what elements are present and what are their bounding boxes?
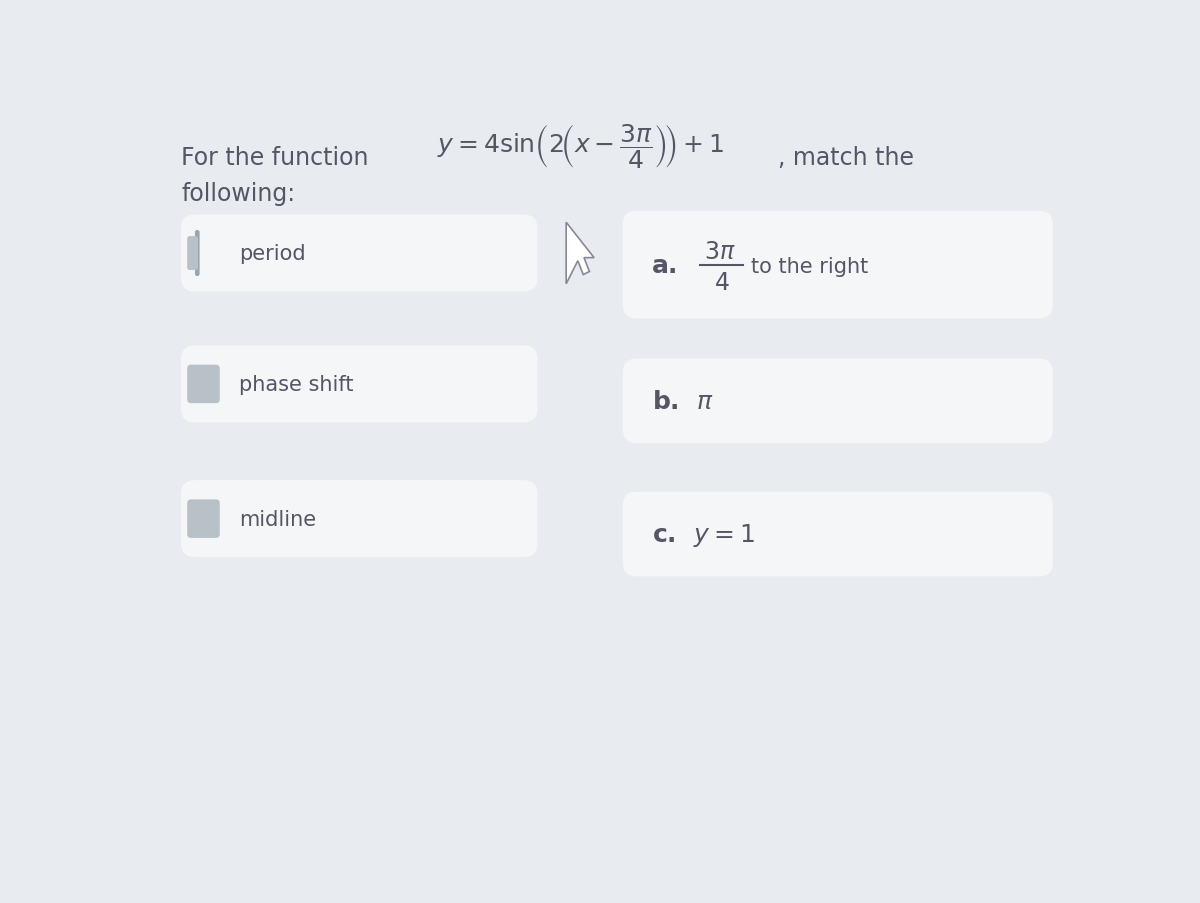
Text: $3\pi$: $3\pi$: [704, 239, 736, 264]
FancyBboxPatch shape: [194, 230, 199, 277]
FancyBboxPatch shape: [181, 480, 538, 557]
Text: following:: following:: [181, 182, 295, 206]
FancyBboxPatch shape: [181, 215, 538, 293]
FancyBboxPatch shape: [187, 500, 220, 538]
Text: For the function: For the function: [181, 145, 368, 170]
FancyBboxPatch shape: [623, 211, 1052, 319]
Text: period: period: [239, 244, 306, 264]
FancyBboxPatch shape: [623, 359, 1052, 443]
Polygon shape: [566, 223, 594, 284]
Text: b.  $\pi$: b. $\pi$: [653, 389, 714, 414]
Text: , match the: , match the: [778, 145, 913, 170]
FancyBboxPatch shape: [187, 365, 220, 404]
Text: $4$: $4$: [714, 270, 730, 294]
FancyBboxPatch shape: [187, 237, 198, 271]
Text: midline: midline: [239, 509, 317, 529]
FancyBboxPatch shape: [181, 346, 538, 423]
FancyBboxPatch shape: [623, 492, 1052, 577]
Text: $y = 4\sin\!\left(2\!\left(x - \dfrac{3\pi}{4}\right)\!\right) + 1$: $y = 4\sin\!\left(2\!\left(x - \dfrac{3\…: [437, 122, 724, 170]
Text: to the right: to the right: [751, 256, 868, 277]
Text: phase shift: phase shift: [239, 375, 354, 395]
Text: a.: a.: [653, 253, 678, 277]
Text: c.  $y = 1$: c. $y = 1$: [653, 521, 755, 548]
